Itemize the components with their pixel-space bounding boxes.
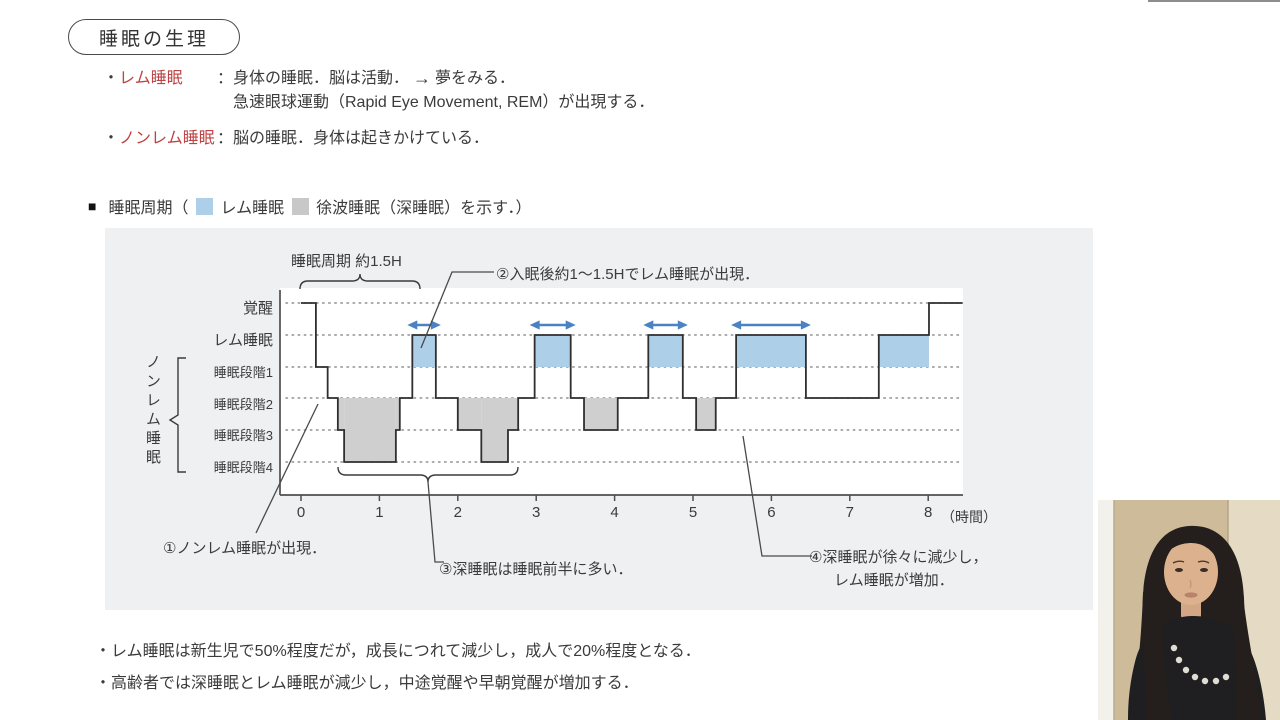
footer-bullet-1: ・レム睡眠は新生児で50%程度だが，成長につれて減少し，成人で20%程度となる． (95, 643, 701, 660)
ylabel-stage1: 睡眠段階1 (213, 365, 273, 380)
hypnogram-svg: 0 1 2 3 4 5 6 7 8 (168, 271, 963, 563)
sleep-cycle-legend-row: ■ 睡眠周期（ レム睡眠 徐波睡眠（深睡眠）を示す．） (88, 194, 532, 218)
annotation1-text: ①ノンレム睡眠が出現． (163, 540, 327, 557)
lips (1184, 592, 1198, 598)
x-tick-label: 2 (454, 504, 462, 521)
x-tick-label: 5 (689, 504, 697, 521)
nose (1189, 579, 1192, 589)
x-tick-label: 7 (846, 504, 854, 521)
sws-fill (696, 398, 716, 430)
annotation4-text-line2: レム睡眠が増加． (834, 572, 954, 589)
ylabel-wake: 覚醒 (242, 300, 273, 317)
ylabel-nonrem-group: ノンレム睡眠 (144, 354, 161, 468)
slide-title-box: 睡眠の生理 (68, 19, 240, 55)
annotation4-line (742, 435, 812, 557)
sws-legend-swatch-icon (292, 197, 310, 215)
rem-fill (878, 335, 929, 367)
ylabel-stage4: 睡眠段階4 (213, 460, 273, 475)
nonrem-term-box: ・ ノンレム睡眠 (103, 128, 217, 150)
rem-fill (736, 335, 806, 367)
hypnogram-data-layer: 0 1 2 3 4 5 6 7 8 (297, 302, 963, 521)
cycle-duration-label: 睡眠周期 約1.5H (291, 253, 402, 270)
dream-arrow-icon: → (413, 68, 432, 88)
sws-fill (507, 398, 519, 430)
rem-desc-2: 夢をみる． (435, 70, 516, 87)
x-tick-label: 1 (375, 504, 383, 521)
hair-strand-right (1234, 596, 1262, 720)
rem-legend-label: レム睡眠 (220, 200, 285, 217)
hair-strand-left (1142, 592, 1172, 720)
annotation2-text: ②入眠後約1〜1.5Hでレム睡眠が出現． (496, 266, 760, 283)
footer-bullet-2: ・高齢者では深睡眠とレム睡眠が減少し，中途覚醒や早朝覚醒が増加する． (95, 675, 639, 692)
rem-desc-3: 急速眼球運動（Rapid Eye Movement, REM）が出現する． (233, 94, 655, 111)
annotation4-text-line1: ④深睡眠が徐々に減少し， (809, 549, 988, 566)
pearl-necklace (1170, 644, 1230, 685)
rem-term-box: ・ レム睡眠 (103, 68, 217, 90)
nonrem-definition-row: ・ ノンレム睡眠 ：脳の睡眠．身体は起きかけている． (103, 128, 489, 150)
annotation3-text: ③深睡眠は睡眠前半に多い． (439, 561, 633, 578)
ylabel-rem: レム睡眠 (213, 332, 273, 349)
sws-fill (337, 398, 345, 430)
sws-fill (395, 398, 400, 430)
rem-definition-row: ・ レム睡眠 ：身体の睡眠．脳は活動． → 夢をみる． (103, 68, 515, 90)
x-axis-unit: （時間） (941, 509, 997, 525)
axes-and-annotation-lines (168, 271, 963, 563)
right-eye (1200, 568, 1208, 572)
sws-fill (457, 398, 482, 430)
plot-background-and-grid (280, 288, 963, 495)
rem-desc-1: ：身体の睡眠．脳は活動． (217, 70, 410, 87)
door-frame-strip (1098, 500, 1114, 720)
right-brow (1197, 560, 1210, 564)
nonrem-desc: ：脳の睡眠．身体は起きかけている． (217, 130, 490, 147)
x-tick-label: 3 (532, 504, 540, 521)
rem-definition-row-2: 急速眼球運動（Rapid Eye Movement, REM）が出現する． (233, 92, 654, 114)
hypnogram-chart-box: 0 1 2 3 4 5 6 7 8 睡眠周期 約1.5H ②入眠後約1〜1.5Hでレム睡眠が出現… (105, 228, 1093, 610)
sws-fill (344, 398, 396, 462)
rem-fill (412, 335, 436, 367)
x-tick-label: 8 (924, 504, 932, 521)
ylabel-stage3: 睡眠段階3 (213, 428, 273, 443)
nonrem-term: ノンレム睡眠 (119, 130, 215, 147)
sws-fill (481, 398, 508, 462)
presenter-illustration (1098, 500, 1280, 720)
rem-fill (534, 335, 571, 367)
presenter-video (1098, 500, 1280, 720)
annotation1-line (255, 403, 319, 534)
rem-term: レム睡眠 (119, 70, 183, 87)
rem-fill (648, 335, 683, 367)
x-tick-label: 6 (767, 504, 775, 521)
left-brow (1172, 560, 1185, 564)
rem-legend-swatch-icon (196, 197, 214, 215)
slide-title: 睡眠の生理 (98, 28, 209, 50)
presenter-figure (1128, 525, 1266, 720)
x-tick-label: 4 (610, 504, 618, 521)
section-square-icon: ■ (88, 198, 97, 214)
top-edge-line (1148, 0, 1280, 2)
legend-prefix: 睡眠周期（ (108, 200, 189, 217)
annotation3-line (427, 481, 444, 563)
ylabel-stage2: 睡眠段階2 (213, 397, 273, 412)
hypnogram-step-line (301, 302, 963, 463)
sws-fill (584, 398, 618, 430)
left-eye (1175, 568, 1183, 572)
x-tick-label: 0 (297, 504, 305, 521)
bullet-dot: ・ (103, 130, 120, 147)
cycle-duration-brace (299, 273, 421, 290)
bullet-dot: ・ (103, 70, 120, 87)
annotation2-line (420, 271, 494, 349)
nonrem-group-bracket (168, 357, 186, 473)
hair-fringe (1162, 530, 1221, 566)
face (1164, 539, 1218, 605)
sws-legend-label: 徐波睡眠（深睡眠）を示す．） (316, 200, 532, 217)
